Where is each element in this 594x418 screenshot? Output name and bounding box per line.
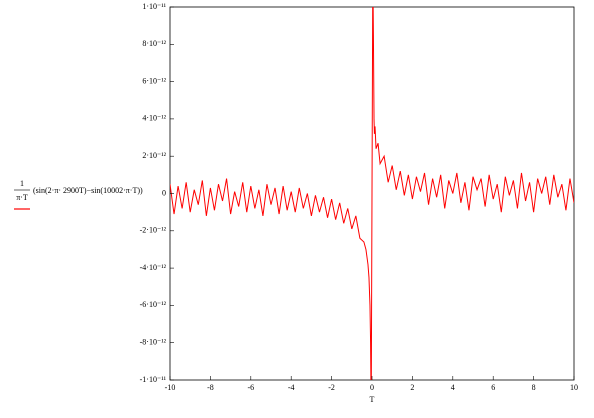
y-tick-label: -2·10⁻¹²	[140, 226, 167, 235]
legend-denominator: π·T	[16, 193, 28, 202]
y-tick-label: -1·10⁻¹¹	[140, 375, 167, 384]
x-tick-label: 4	[451, 383, 455, 392]
y-tick-label: 4·10⁻¹²	[142, 114, 166, 123]
y-tick-label: -8·10⁻¹²	[140, 338, 167, 347]
x-tick-label: -10	[165, 383, 176, 392]
y-tick-label: 8·10⁻¹²	[142, 39, 166, 48]
x-tick-label: -6	[247, 383, 254, 392]
y-tick-label: -4·10⁻¹²	[140, 263, 167, 272]
x-tick-label: -4	[288, 383, 295, 392]
y-tick-label: 1·10⁻¹¹	[142, 2, 166, 11]
x-tick-label: 10	[570, 383, 578, 392]
x-tick-label: 2	[410, 383, 414, 392]
legend-label: (sin(2·π· 2900T)−sin(10002·π·T))	[33, 186, 143, 195]
x-tick-label: -8	[207, 383, 214, 392]
y-tick-label: 6·10⁻¹²	[142, 76, 166, 85]
data-line	[170, 7, 574, 380]
y-tick-label: 2·10⁻¹²	[142, 151, 166, 160]
x-tick-label: 6	[491, 383, 495, 392]
legend-numerator: 1	[20, 179, 24, 188]
x-tick-label: -2	[328, 383, 335, 392]
y-tick-label: -6·10⁻¹²	[140, 300, 167, 309]
x-tick-label: 0	[370, 383, 374, 392]
y-tick-label: 0	[162, 188, 166, 197]
plot-area	[170, 7, 574, 380]
x-tick-label: 8	[532, 383, 536, 392]
x-axis-label: T	[370, 395, 375, 404]
